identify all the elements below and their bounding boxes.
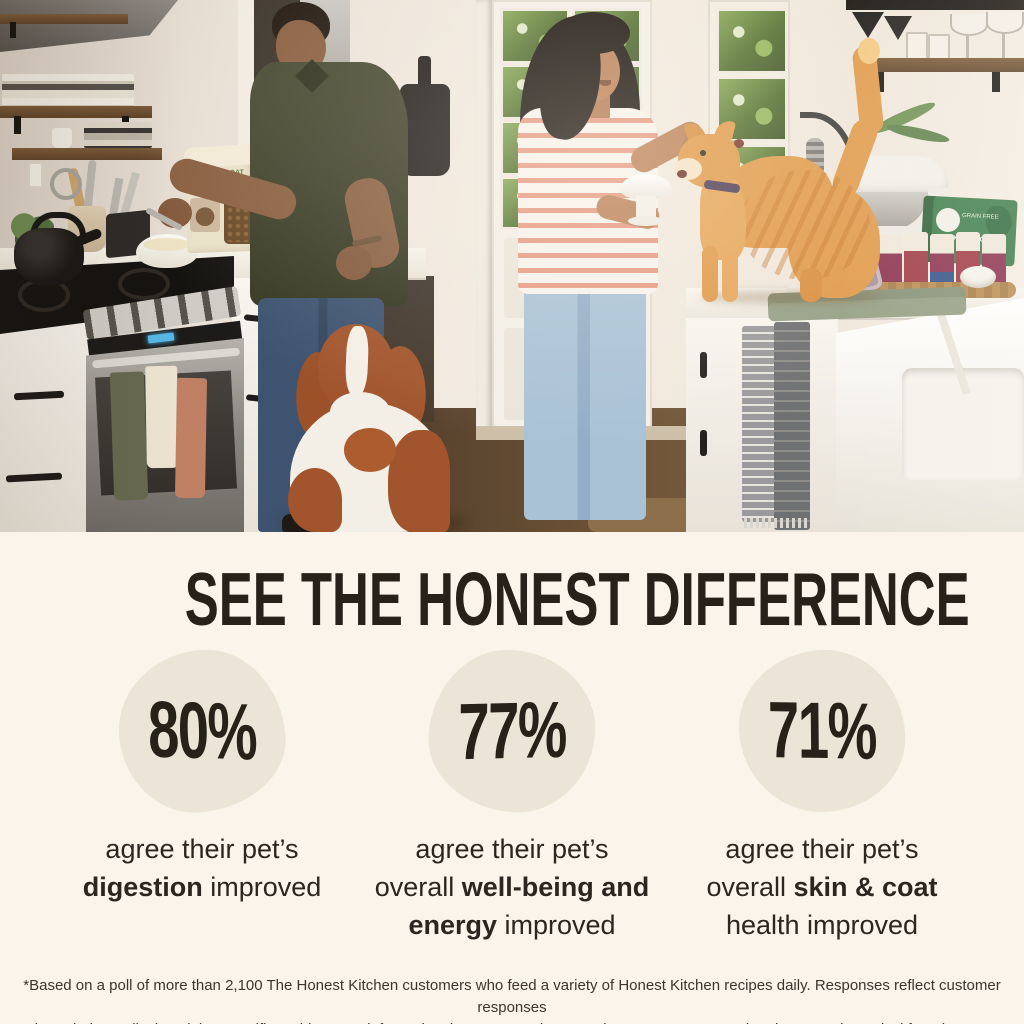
door-jamb [476, 0, 492, 440]
stats-row: 80% agree their pet’s digestion improved… [47, 644, 977, 944]
wall-shelf-lower [12, 148, 162, 160]
light-switch [28, 162, 43, 188]
cat-front-leg [722, 250, 738, 302]
coupe-glass-stem [1002, 32, 1005, 58]
martini-glass-black [852, 12, 884, 38]
hanging-towel-light [742, 326, 776, 522]
pedestal-bowl-top [620, 174, 672, 200]
pedestal-bowl-base [628, 216, 664, 226]
disclaimer-footnote: *Based on a poll of more than 2,100 The … [0, 975, 1024, 1024]
stat-desc-line: energy improved [408, 910, 616, 940]
woman-smile [600, 80, 611, 86]
stat-desc-line: agree their pet’s [725, 834, 919, 864]
woman-hair-top [558, 12, 630, 54]
wall-shelf-top [0, 14, 128, 24]
stat-value: 80% [147, 684, 257, 777]
cat-front-leg [702, 246, 718, 302]
cutting-board [418, 56, 431, 86]
footnote-line: where their pet displayed that specific … [0, 1019, 1024, 1024]
footnote-line: *Based on a poll of more than 2,100 The … [23, 977, 1001, 1016]
stat-desc-line: agree their pet’s [105, 834, 299, 864]
towel-olive [109, 371, 149, 501]
stat-blob: 77% [424, 645, 600, 817]
pedestal-bowl-stem [636, 196, 656, 218]
cat-eye [700, 150, 706, 156]
towel-paw-print [145, 365, 179, 469]
woman-jeans [524, 282, 646, 520]
stat-description: agree their pet’s overall skin & coat he… [667, 830, 977, 944]
dog-patch-right [388, 430, 450, 532]
stat-desc-line: overall well-being and [374, 872, 650, 902]
dog-patch-mid [344, 428, 396, 472]
coupe-glass [950, 14, 988, 36]
shelf-bracket [992, 72, 1000, 92]
kitchen-hero-photo: GRAIN & OAT [0, 0, 1024, 532]
stat-skin-coat: 71% agree their pet’s overall skin & coa… [667, 647, 977, 944]
utensil-crock-utensils [83, 159, 97, 213]
coupe-glass-stem [966, 34, 969, 58]
cat-tail-tip [858, 38, 880, 64]
burner-grate [118, 268, 170, 300]
towel-terracotta [174, 377, 208, 499]
cutting-board [400, 84, 450, 176]
palm-leaf [885, 121, 951, 146]
range-hood [0, 0, 178, 52]
section-title-text: SEE THE HONEST DIFFERENCE [184, 557, 970, 641]
cat-stripes [740, 170, 870, 280]
glass-shelf-board [860, 58, 1024, 72]
dog-patch-left [288, 468, 342, 532]
shelf-frame-top [846, 0, 1024, 10]
shelf-bracket [876, 72, 884, 92]
coupe-glass [986, 12, 1024, 34]
cat-mouth [677, 170, 687, 178]
kettle-body [14, 228, 84, 286]
bowl-batter [143, 238, 191, 251]
shelf-bracket [10, 22, 16, 38]
pinch-bowl [960, 266, 996, 288]
bag-dog-photo [190, 198, 220, 232]
food-packet [930, 234, 954, 288]
stat-desc-line: health improved [725, 910, 919, 940]
cabinet-handle [700, 430, 707, 456]
stat-desc-line: agree their pet’s [415, 834, 609, 864]
stat-value: 71% [767, 685, 877, 776]
section-title: SEE THE HONEST DIFFERENCE [0, 562, 1024, 637]
book-stack [84, 122, 152, 148]
stat-digestion: 80% agree their pet’s digestion improved [47, 644, 357, 944]
hanging-towel-dark [774, 322, 810, 530]
mug [52, 128, 72, 148]
spoon-food [734, 139, 744, 148]
cabinet-handle [700, 352, 707, 378]
stat-blob: 80% [113, 644, 291, 818]
window-pane [716, 8, 788, 74]
book-stack [2, 74, 134, 108]
wall-shelf-upper [0, 106, 152, 118]
shelf-bracket [14, 116, 21, 134]
stat-blob: 71% [736, 647, 908, 815]
stat-value: 77% [457, 684, 567, 777]
stat-desc-line: digestion improved [82, 872, 322, 902]
honest-difference-section: SEE THE HONEST DIFFERENCE 80% agree thei… [0, 532, 1024, 1024]
cat-back-paw [800, 268, 822, 302]
man-hand [336, 246, 372, 280]
stat-wellbeing: 77% agree their pet’s overall well-being… [357, 645, 667, 944]
stat-desc-line: overall skin & coat [706, 872, 938, 902]
slotted-spoon [50, 168, 82, 200]
stat-description: agree their pet’s overall well-being and… [357, 830, 667, 944]
stat-description: agree their pet’s digestion improved [47, 830, 357, 906]
towel-fringe [744, 518, 808, 528]
food-packet [904, 232, 928, 288]
